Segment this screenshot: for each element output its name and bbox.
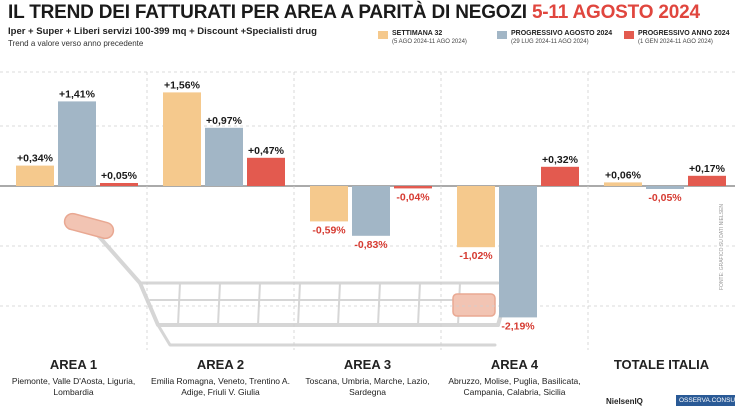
bar-area-3-series-1 — [310, 186, 348, 222]
area-1-name: AREA 1 — [49, 357, 98, 372]
data-label: +0,47% — [248, 145, 285, 157]
bar-area-4-series-2 — [499, 186, 537, 318]
data-label: -0,83% — [354, 239, 388, 251]
area-2-regions: Emilia Romagna, Veneto, Trentino A. Adig… — [151, 376, 290, 397]
chart-title-period: 5-11 AGOSTO 2024 — [531, 2, 700, 23]
shopping-cart-illustration — [63, 212, 512, 347]
data-label: +1,41% — [59, 88, 96, 100]
osserva-consumi-logo: OSSERVA.CONSUMI — [676, 395, 735, 406]
area-4-regions: Abruzzo, Molise, Puglia, Basilicata, Cam… — [448, 376, 581, 397]
data-label: +0,34% — [17, 153, 54, 165]
legend-label: PROGRESSIVO AGOSTO 2024 — [511, 30, 613, 37]
area-3-name: AREA 3 — [343, 357, 392, 372]
area-3-regions: Toscana, Umbria, Marche, Lazio, Sardegna — [305, 376, 430, 397]
bar-area-1-series-2 — [58, 101, 96, 186]
chart-title: IL TREND DEI FATTURATI PER AREA A PARITÀ… — [8, 2, 700, 23]
data-label: -0,59% — [312, 224, 346, 236]
chart-bars — [16, 92, 726, 318]
source-note: FONTE: GRAFICO SU DATI NIELSEN — [719, 203, 725, 290]
bar-area-1-series-3 — [100, 183, 138, 186]
totale-italia-name: TOTALE ITALIA — [613, 357, 710, 372]
bar-totale-italia-series-1 — [604, 182, 642, 186]
data-label: -2,19% — [501, 320, 535, 332]
data-label: +0,05% — [101, 170, 138, 182]
area-4-name: AREA 4 — [490, 357, 539, 372]
chart-note: Trend a valore verso anno precedente — [8, 39, 144, 48]
bar-area-2-series-2 — [205, 127, 243, 186]
legend-swatch — [378, 31, 388, 39]
nielseniq-logo: NielsenIQ — [606, 397, 643, 406]
area-2-name: AREA 2 — [196, 357, 245, 372]
bar-area-1-series-1 — [16, 165, 54, 186]
legend-sublabel: (5 AGO 2024-11 AGO 2024) — [392, 39, 467, 45]
bar-area-4-series-3 — [541, 166, 579, 186]
bar-area-3-series-3 — [394, 186, 432, 189]
data-label: -1,02% — [459, 250, 493, 262]
legend-sublabel: (29 LUG 2024-11 AGO 2024) — [511, 39, 589, 45]
legend-label: SETTIMANA 32 — [392, 30, 443, 37]
legend-swatch — [497, 31, 507, 39]
chart-data-labels: +0,34% +1,41% +0,05% +1,56% +0,97% +0,47% -0,5… — [17, 79, 726, 332]
bar-area-3-series-2 — [352, 186, 390, 236]
bar-area-4-series-1 — [457, 186, 495, 248]
bar-totale-italia-series-3 — [688, 175, 726, 186]
legend-label: PROGRESSIVO ANNO 2024 — [638, 30, 730, 37]
data-label: +0,17% — [689, 163, 726, 175]
data-label: +1,56% — [164, 79, 201, 91]
bar-area-2-series-1 — [163, 92, 201, 186]
chart-subtitle: Iper + Super + Liberi servizi 100-399 mq… — [8, 26, 317, 37]
legend-sublabel: (1 GEN 2024-11 AGO 2024) — [638, 39, 713, 45]
bar-totale-italia-series-2 — [646, 186, 684, 189]
bar-area-2-series-3 — [247, 157, 285, 186]
data-label: -0,05% — [648, 192, 682, 204]
data-label: -0,04% — [396, 191, 430, 203]
data-label: +0,32% — [542, 154, 579, 166]
data-label: +0,06% — [605, 169, 642, 181]
area-1-regions: Piemonte, Valle D'Aosta, Liguria, Lombar… — [11, 376, 136, 397]
legend-swatch — [624, 31, 634, 39]
data-label: +0,97% — [206, 115, 243, 127]
